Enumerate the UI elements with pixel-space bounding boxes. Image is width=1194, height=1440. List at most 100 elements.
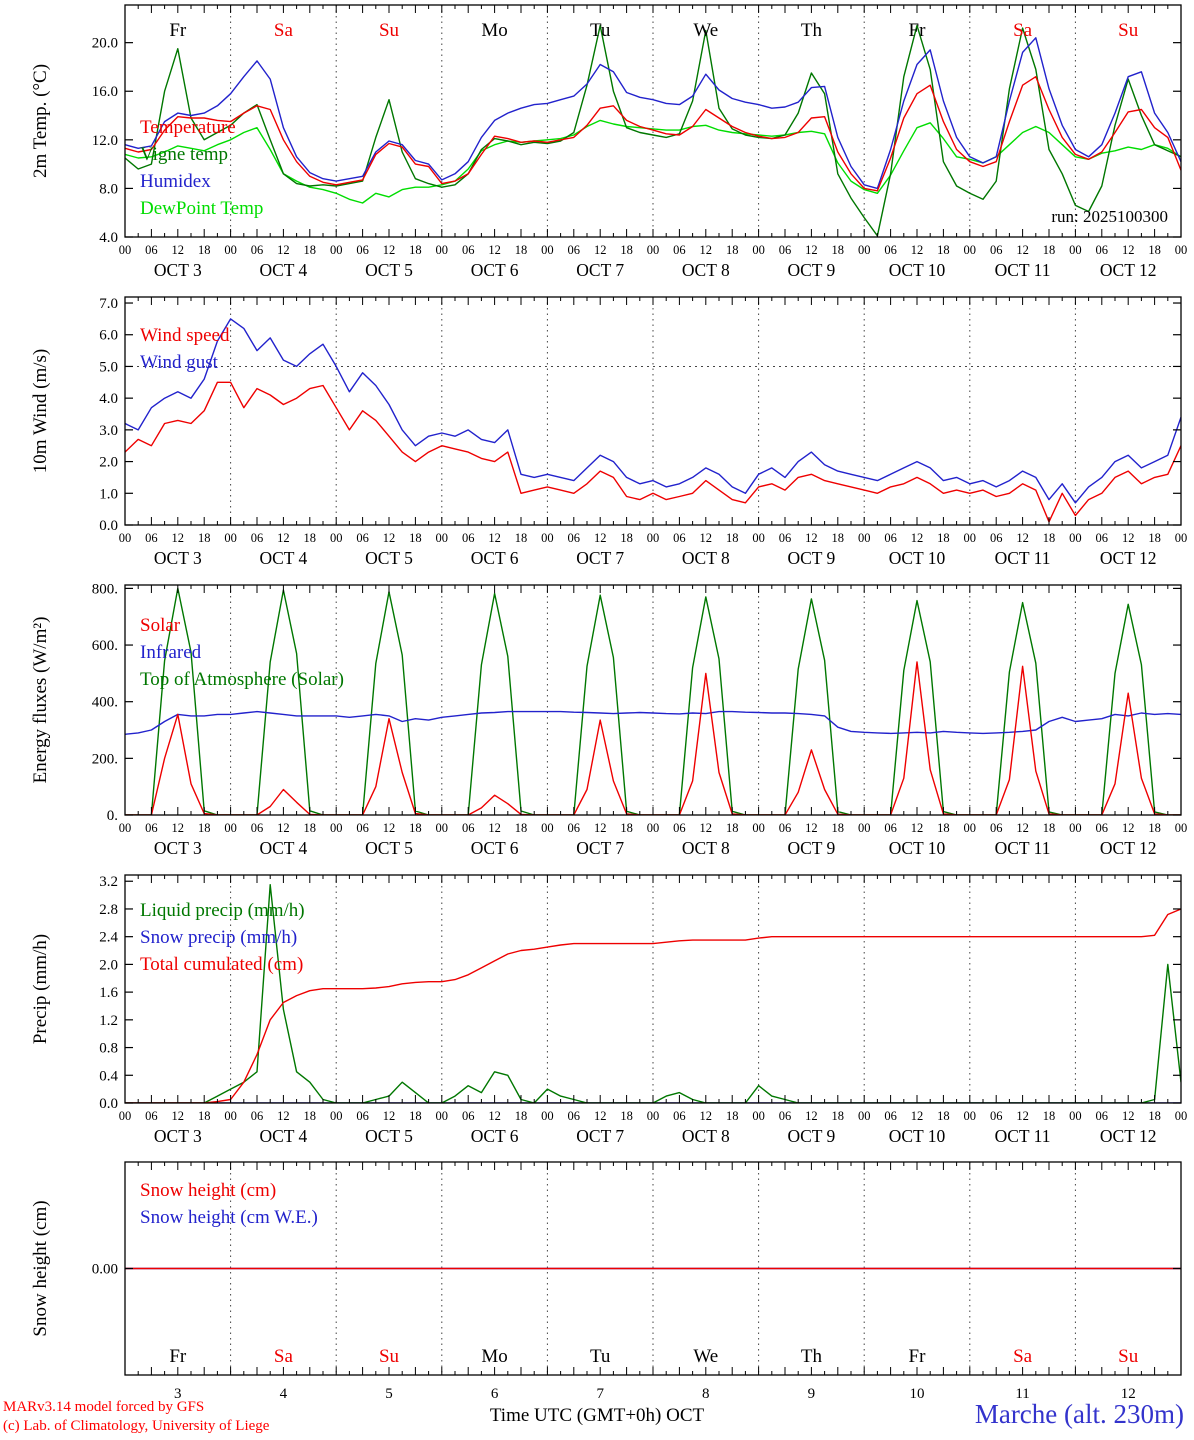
hour-tick-label: 18 — [832, 1109, 845, 1123]
day-label: OCT 11 — [995, 1126, 1051, 1146]
hour-tick-label: 06 — [673, 821, 686, 835]
hour-tick-label: 12 — [172, 1109, 185, 1123]
hour-tick-label: 18 — [304, 1109, 317, 1123]
hour-tick-label: 12 — [277, 243, 290, 257]
hour-tick-label: 00 — [964, 1109, 977, 1123]
day-label: OCT 9 — [787, 838, 835, 858]
y-tick-label: 0. — [107, 808, 118, 824]
legend-item: Solar — [140, 615, 181, 636]
hour-tick-label: 00 — [752, 1109, 765, 1123]
day-gridlines — [230, 5, 1076, 237]
wind-series — [125, 318, 1181, 523]
hour-tick-label: 12 — [488, 1109, 501, 1123]
hour-tick-label: 12 — [1016, 243, 1029, 257]
hour-tick-label: 00 — [752, 243, 765, 257]
y-tick-label: 2.4 — [99, 930, 118, 946]
day-label: OCT 6 — [471, 260, 519, 280]
hour-tick-label: 12 — [805, 243, 818, 257]
axes: 4.0 8.0 12.0 16.0 20.0 00 06 12 18 00 06 12 18 00 06 12… — [92, 5, 1187, 280]
hour-tick-label: 00 — [964, 531, 977, 545]
y-axis-title: Snow height (cm) — [30, 1200, 51, 1336]
day-label: OCT 12 — [1100, 838, 1157, 858]
station-label: Marche (alt. 230m) — [974, 1399, 1184, 1429]
y-axis-title: Energy fluxes (W/m²) — [30, 617, 51, 784]
precip-series — [125, 884, 1181, 1103]
hour-tick-label: 00 — [541, 1109, 554, 1123]
hour-tick-label: 00 — [330, 821, 343, 835]
day-gridlines — [230, 1162, 1076, 1375]
day-label: OCT 12 — [1100, 1126, 1157, 1146]
hour-tick-label: 06 — [779, 821, 792, 835]
hour-tick-label: 18 — [409, 531, 422, 545]
day-label: OCT 10 — [889, 548, 946, 568]
series-line-wind-speed — [125, 381, 1181, 523]
day-label: OCT 8 — [682, 260, 730, 280]
weekday-label: Th — [801, 1346, 823, 1367]
day-number-label: 4 — [280, 1386, 288, 1402]
y-tick-label: 0.8 — [99, 1041, 118, 1057]
hour-tick-label: 18 — [937, 821, 950, 835]
legend-item: Liquid precip (mm/h) — [140, 900, 305, 921]
weekday-label: Tu — [590, 20, 611, 41]
hour-tick-label: 12 — [594, 821, 607, 835]
hour-tick-label: 12 — [277, 821, 290, 835]
hour-tick-label: 06 — [779, 243, 792, 257]
series-line-top-of-atmosphere-solar- — [125, 587, 1181, 815]
day-number-label: 5 — [385, 1386, 393, 1402]
energy-legend: Solar Infrared Top of Atmosphere (Solar) — [140, 615, 344, 690]
day-label: OCT 4 — [259, 260, 307, 280]
precip-panel: 0.0 0.4 0.8 1.2 1.6 2.0 2.4 2.8 3.2 00 06 12 18 00 06 1… — [30, 874, 1187, 1146]
hour-tick-label: 00 — [119, 821, 132, 835]
day-label: OCT 6 — [471, 548, 519, 568]
y-tick-label: 0.4 — [99, 1068, 118, 1084]
hour-tick-label: 00 — [436, 531, 449, 545]
hour-tick-label: 06 — [1096, 243, 1109, 257]
day-label: OCT 8 — [682, 1126, 730, 1146]
hour-tick-label: 18 — [198, 821, 211, 835]
hour-tick-label: 00 — [1069, 1109, 1082, 1123]
day-label: OCT 11 — [995, 260, 1051, 280]
weekday-label: Sa — [1013, 20, 1033, 41]
hour-tick-label: 06 — [1096, 821, 1109, 835]
hour-tick-label: 00 — [752, 531, 765, 545]
hour-tick-label: 12 — [1016, 531, 1029, 545]
hour-tick-label: 06 — [462, 531, 475, 545]
hour-tick-label: 06 — [990, 1109, 1003, 1123]
hour-tick-label: 18 — [1148, 1109, 1161, 1123]
y-tick-label: 20.0 — [92, 36, 118, 52]
hour-tick-label: 00 — [858, 531, 871, 545]
hour-tick-label: 06 — [356, 821, 369, 835]
hour-tick-label: 06 — [251, 1109, 264, 1123]
hour-tick-label: 12 — [1122, 243, 1135, 257]
hour-tick-label: 06 — [251, 531, 264, 545]
day-number-label: 10 — [910, 1386, 925, 1402]
hour-tick-label: 18 — [937, 1109, 950, 1123]
hour-tick-label: 12 — [172, 243, 185, 257]
day-label: OCT 7 — [576, 1126, 624, 1146]
credit-line-1: MARv3.14 model forced by GFS — [3, 1399, 205, 1415]
hour-tick-label: 00 — [647, 1109, 660, 1123]
hour-tick-label: 18 — [937, 243, 950, 257]
hour-tick-label: 18 — [1043, 821, 1056, 835]
legend-item: Snow height (cm) — [140, 1180, 276, 1201]
hour-tick-label: 18 — [1043, 243, 1056, 257]
hour-tick-label: 12 — [277, 531, 290, 545]
hour-tick-label: 00 — [752, 821, 765, 835]
hour-tick-label: 18 — [620, 531, 633, 545]
y-tick-label: 4.0 — [99, 230, 118, 246]
hour-tick-label: 00 — [541, 821, 554, 835]
day-label: OCT 9 — [787, 548, 835, 568]
y-tick-label: 16.0 — [92, 84, 118, 100]
weekday-label: We — [693, 20, 718, 41]
day-label: OCT 5 — [365, 838, 413, 858]
hour-tick-label: 00 — [858, 1109, 871, 1123]
y-axis-title: 10m Wind (m/s) — [30, 349, 51, 474]
temperature-panel: 4.0 8.0 12.0 16.0 20.0 00 06 12 18 00 06 12 18 00 06 12… — [30, 4, 1187, 280]
hour-tick-label: 12 — [488, 821, 501, 835]
hour-tick-label: 18 — [1148, 531, 1161, 545]
hour-tick-label: 00 — [330, 531, 343, 545]
axes: 0.0 0.4 0.8 1.2 1.6 2.0 2.4 2.8 3.2 00 06 12 18 00 06 1… — [99, 874, 1187, 1146]
series-line-solar — [125, 661, 1181, 815]
hour-tick-label: 00 — [1175, 1109, 1188, 1123]
